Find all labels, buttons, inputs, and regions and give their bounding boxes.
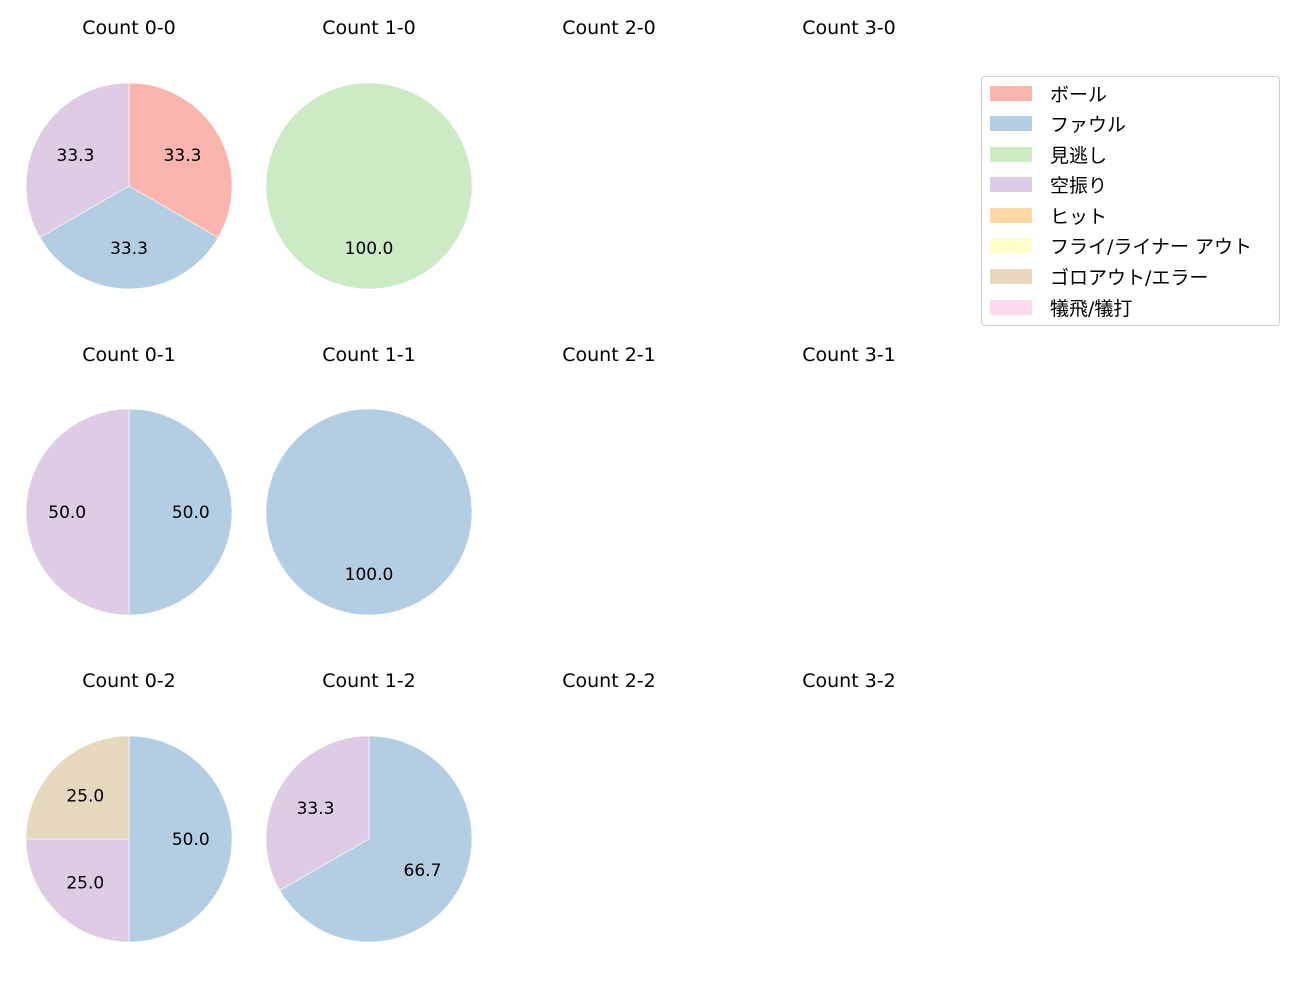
pie-slice <box>128 408 233 616</box>
legend-item: フライ/ライナー アウト <box>990 233 1253 258</box>
pie-value-label: 50.0 <box>48 503 86 523</box>
panel-title-2-1: Count 2-1 <box>562 344 656 366</box>
legend-label: ボール <box>1050 83 1108 106</box>
legend-swatch <box>990 176 1032 192</box>
pie-slice <box>25 735 130 840</box>
legend-swatch <box>990 268 1032 284</box>
legend-swatch <box>990 115 1032 131</box>
legend-swatch <box>990 299 1032 315</box>
pie-slice <box>265 408 473 616</box>
legend-item: ヒット <box>990 203 1108 228</box>
legend-label: 空振り <box>1050 174 1108 197</box>
legend-label: ゴロアウト/エラー <box>1050 266 1209 289</box>
pie-slice <box>128 735 233 943</box>
legend-label: 見逃し <box>1050 144 1108 167</box>
pie-value-label: 50.0 <box>172 503 210 523</box>
pie-value-label: 66.7 <box>404 861 442 881</box>
legend-item: ボール <box>990 81 1108 106</box>
legend-swatch <box>990 207 1032 223</box>
pie-chart-0-0: 33.3 33.3 33.3 <box>25 82 233 290</box>
panel-title-3-1: Count 3-1 <box>802 344 896 366</box>
pie-chart-1-2: 66.7 33.3 <box>265 735 473 943</box>
pie-value-label: 25.0 <box>66 874 104 894</box>
legend-label: ファウル <box>1050 113 1127 136</box>
legend-swatch <box>990 85 1032 101</box>
legend-item: 犠飛/犠打 <box>990 295 1133 320</box>
legend-item: ゴロアウト/エラー <box>990 264 1209 289</box>
pie-slice <box>265 82 473 290</box>
pie-chart-1-0: 100.0 <box>265 82 473 290</box>
pie-chart-0-1: 50.0 50.0 <box>25 408 233 616</box>
pie-value-label: 100.0 <box>345 565 394 585</box>
legend-label: フライ/ライナー アウト <box>1050 235 1253 258</box>
panel-title-0-1: Count 0-1 <box>82 344 176 366</box>
legend-item: 空振り <box>990 172 1108 197</box>
pie-value-label: 50.0 <box>172 830 210 850</box>
legend: ボール ファウル 見逃し 空振り ヒット フライ/ライナー アウト ゴロアウト/… <box>981 76 1280 326</box>
panel-title-1-0: Count 1-0 <box>322 17 416 39</box>
legend-label: ヒット <box>1050 205 1108 228</box>
pie-slice <box>25 408 130 616</box>
panel-title-3-0: Count 3-0 <box>802 17 896 39</box>
pie-slice <box>25 838 130 943</box>
pie-value-label: 25.0 <box>66 786 104 806</box>
panel-title-0-0: Count 0-0 <box>82 17 176 39</box>
panel-title-2-2: Count 2-2 <box>562 670 656 692</box>
panel-title-1-2: Count 1-2 <box>322 670 416 692</box>
pie-chart-1-1: 100.0 <box>265 408 473 616</box>
pie-value-label: 33.3 <box>297 799 335 819</box>
legend-label: 犠飛/犠打 <box>1050 297 1133 320</box>
legend-swatch <box>990 237 1032 253</box>
pie-chart-0-2: 50.0 25.0 25.0 <box>25 735 233 943</box>
legend-item: 見逃し <box>990 142 1108 167</box>
pie-value-label: 33.3 <box>57 146 95 166</box>
pie-value-label: 33.3 <box>164 146 202 166</box>
pie-slice <box>128 82 233 238</box>
panel-title-0-2: Count 0-2 <box>82 670 176 692</box>
pie-value-label: 33.3 <box>110 239 148 259</box>
pie-slice <box>265 735 370 891</box>
pie-value-label: 100.0 <box>345 239 394 259</box>
legend-item: ファウル <box>990 111 1127 136</box>
pie-slice <box>25 82 130 238</box>
panel-title-1-1: Count 1-1 <box>322 344 416 366</box>
panel-title-2-0: Count 2-0 <box>562 17 656 39</box>
legend-swatch <box>990 146 1032 162</box>
panel-title-3-2: Count 3-2 <box>802 670 896 692</box>
pie-slice <box>279 735 473 943</box>
